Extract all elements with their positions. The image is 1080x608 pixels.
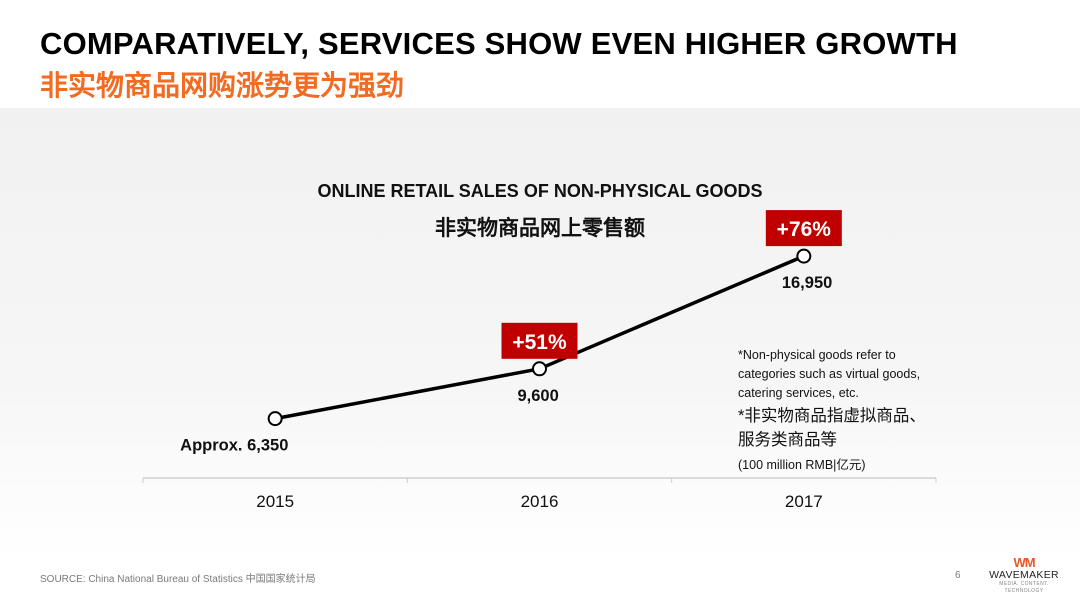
source-note: SOURCE: China National Bureau of Statist… <box>40 574 316 585</box>
data-point <box>796 248 812 264</box>
chart-subtitle-cn: 非实物商品网上零售额 <box>435 217 645 240</box>
data-label: Approx. 6,350 <box>180 437 288 455</box>
data-point <box>267 411 283 427</box>
data-label: 9,600 <box>518 387 559 405</box>
growth-badge-label: +76% <box>777 218 832 241</box>
data-label: 16,950 <box>782 274 832 292</box>
logo-mark: WM <box>1013 555 1035 570</box>
slide-title: COMPARATIVELY, SERVICES SHOW EVEN HIGHER… <box>40 26 958 61</box>
growth-badge <box>765 210 842 247</box>
slide-subtitle-cn: 非实物商品网购涨势更为强劲 <box>40 70 405 101</box>
logo-tagline: MEDIA. CONTENT. TECHNOLOGY <box>999 581 1049 594</box>
growth-badge-label: +51% <box>512 331 567 354</box>
page-number: 6 <box>955 570 961 581</box>
growth-badge <box>501 322 578 359</box>
footnote-en: *Non-physical goods refer to categories … <box>738 348 921 400</box>
x-tick-label: 2017 <box>785 492 823 511</box>
data-point <box>532 361 547 377</box>
footnote-cn: *非实物商品指虚拟商品、服务类商品等 <box>738 407 926 449</box>
unit-note: (100 million RMB|亿元) <box>738 458 866 472</box>
chart-title: ONLINE RETAIL SALES OF NON-PHYSICAL GOOD… <box>317 181 763 201</box>
x-tick-label: 2015 <box>256 492 294 511</box>
logo-name: WAVEMAKER <box>989 569 1059 581</box>
wavemaker-logo: WM WAVEMAKER MEDIA. CONTENT. TECHNOLOGY <box>984 556 1064 595</box>
x-tick-label: 2016 <box>521 492 559 511</box>
